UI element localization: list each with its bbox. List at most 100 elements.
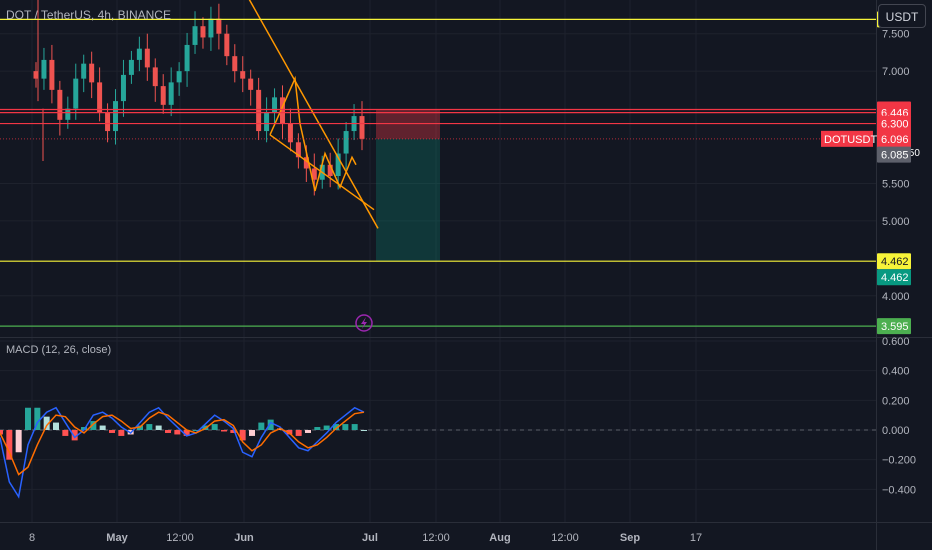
- candle-body: [152, 67, 158, 87]
- candle-body: [359, 116, 365, 139]
- candle-body: [160, 86, 166, 105]
- macd-histogram-bar: [165, 430, 171, 433]
- macd-histogram-bar: [174, 430, 181, 435]
- candle-body: [144, 48, 150, 68]
- macd-histogram-bar: [155, 425, 162, 430]
- macd-histogram-bar: [351, 424, 358, 430]
- candle-body: [41, 59, 47, 79]
- price-tick-label: 5.000: [882, 216, 910, 228]
- secondary-price-label-bg: [877, 146, 911, 163]
- lightning-bolt-icon: [361, 317, 367, 329]
- macd-histogram-bar: [211, 424, 218, 430]
- macd-histogram-bar: [361, 430, 367, 431]
- macd-tick-label: 0.200: [882, 395, 910, 407]
- time-tick-label: 12:00: [422, 532, 450, 544]
- candle-body: [343, 131, 349, 154]
- macd-histogram-bar: [249, 430, 255, 436]
- target-price-label-bg: [877, 269, 911, 286]
- candle-body: [168, 82, 174, 105]
- candle-body: [303, 157, 309, 169]
- candle-body: [208, 18, 214, 38]
- candle-body: [33, 71, 39, 79]
- macd-histogram-bar: [230, 430, 237, 433]
- symbol-tag-label: DOTUSDT: [824, 134, 877, 146]
- symbol-tag-bg: [821, 130, 873, 147]
- target-price-label: 4.462: [881, 272, 909, 284]
- macd-histogram-bar: [99, 425, 106, 430]
- price-tick-label: 7.500: [882, 29, 910, 41]
- candle-body: [105, 112, 111, 132]
- time-tick-label: 17: [690, 532, 702, 544]
- candle-body: [311, 168, 317, 180]
- time-tick-label: Sep: [620, 532, 640, 544]
- candle-body: [192, 26, 198, 45]
- candle-body: [128, 59, 134, 75]
- candle-body: [240, 71, 246, 79]
- macd-histogram-bar: [305, 430, 311, 433]
- macd-histogram-bar: [267, 419, 274, 430]
- candle-body: [176, 71, 182, 83]
- macd-histogram-bar: [118, 430, 125, 436]
- macd-histogram-bar: [323, 425, 330, 430]
- symbol-title[interactable]: DOT / TetherUS, 4h, BINANCE: [6, 8, 171, 22]
- macd-histogram-bar: [258, 422, 265, 430]
- candle-body: [184, 44, 190, 72]
- macd-histogram-bar: [221, 430, 227, 432]
- macd-tick-label: 0.400: [882, 366, 910, 378]
- candle-body: [97, 82, 103, 113]
- macd-histogram-bar: [314, 427, 321, 430]
- secondary-price-label: 6.085: [881, 150, 909, 162]
- signal-line: [0, 411, 365, 476]
- price-tick-label: 7.000: [882, 66, 910, 78]
- time-tick-label: 8: [29, 532, 35, 544]
- level-price-label-bg: [877, 318, 911, 335]
- macd-histogram-bar: [53, 422, 59, 430]
- time-tick-label: 12:00: [551, 532, 579, 544]
- candle-body: [113, 101, 119, 132]
- time-tick-label: May: [106, 532, 128, 544]
- macd-histogram-bar: [295, 430, 302, 436]
- macd-histogram-bar: [90, 421, 97, 430]
- candle-body: [256, 89, 262, 132]
- macd-histogram-bar: [193, 430, 199, 431]
- level-price-label: 6.300: [881, 119, 909, 131]
- macd-histogram-bar: [62, 430, 69, 436]
- time-tick-label: Jun: [234, 532, 254, 544]
- time-tick-label: Jul: [362, 532, 378, 544]
- macd-histogram-bar: [25, 407, 31, 430]
- candle-body: [232, 56, 238, 72]
- macd-histogram-bar: [109, 430, 115, 433]
- macd-histogram-bar: [239, 430, 246, 441]
- macd-title[interactable]: MACD (12, 26, close): [6, 344, 112, 356]
- currency-button[interactable]: USDT: [878, 4, 926, 28]
- candle-body: [327, 164, 333, 176]
- time-tick-label: 12:00: [166, 532, 194, 544]
- macd-histogram-bar: [15, 430, 22, 453]
- macd-tick-label: −0.200: [882, 455, 916, 467]
- macd-histogram-bar: [81, 427, 87, 430]
- candle-body: [57, 89, 63, 120]
- candle-body: [216, 18, 222, 34]
- candle-body: [136, 48, 142, 60]
- trend-line-lower: [269, 134, 375, 211]
- macd-histogram-bar: [43, 416, 50, 430]
- macd-histogram-bar: [34, 407, 41, 430]
- trend-line-upper: [248, 0, 379, 229]
- candle-body: [287, 123, 293, 143]
- level-price-label: 4.462: [881, 256, 909, 268]
- candle-body: [335, 153, 341, 176]
- candle-body: [81, 63, 87, 79]
- macd-histogram-bar: [6, 430, 13, 460]
- macd-tick-label: 0.600: [882, 336, 910, 348]
- level-price-label: 3.595: [881, 321, 909, 333]
- candle-body: [248, 78, 254, 90]
- position-target-zone: [376, 138, 440, 262]
- macd-histogram-bar: [333, 424, 339, 430]
- macd-histogram-bar: [183, 430, 190, 436]
- level-price-label-bg: [877, 253, 911, 270]
- time-tick-label: Aug: [489, 532, 510, 544]
- macd-tick-label: 0.000: [882, 425, 910, 437]
- macd-histogram-bar: [71, 430, 78, 441]
